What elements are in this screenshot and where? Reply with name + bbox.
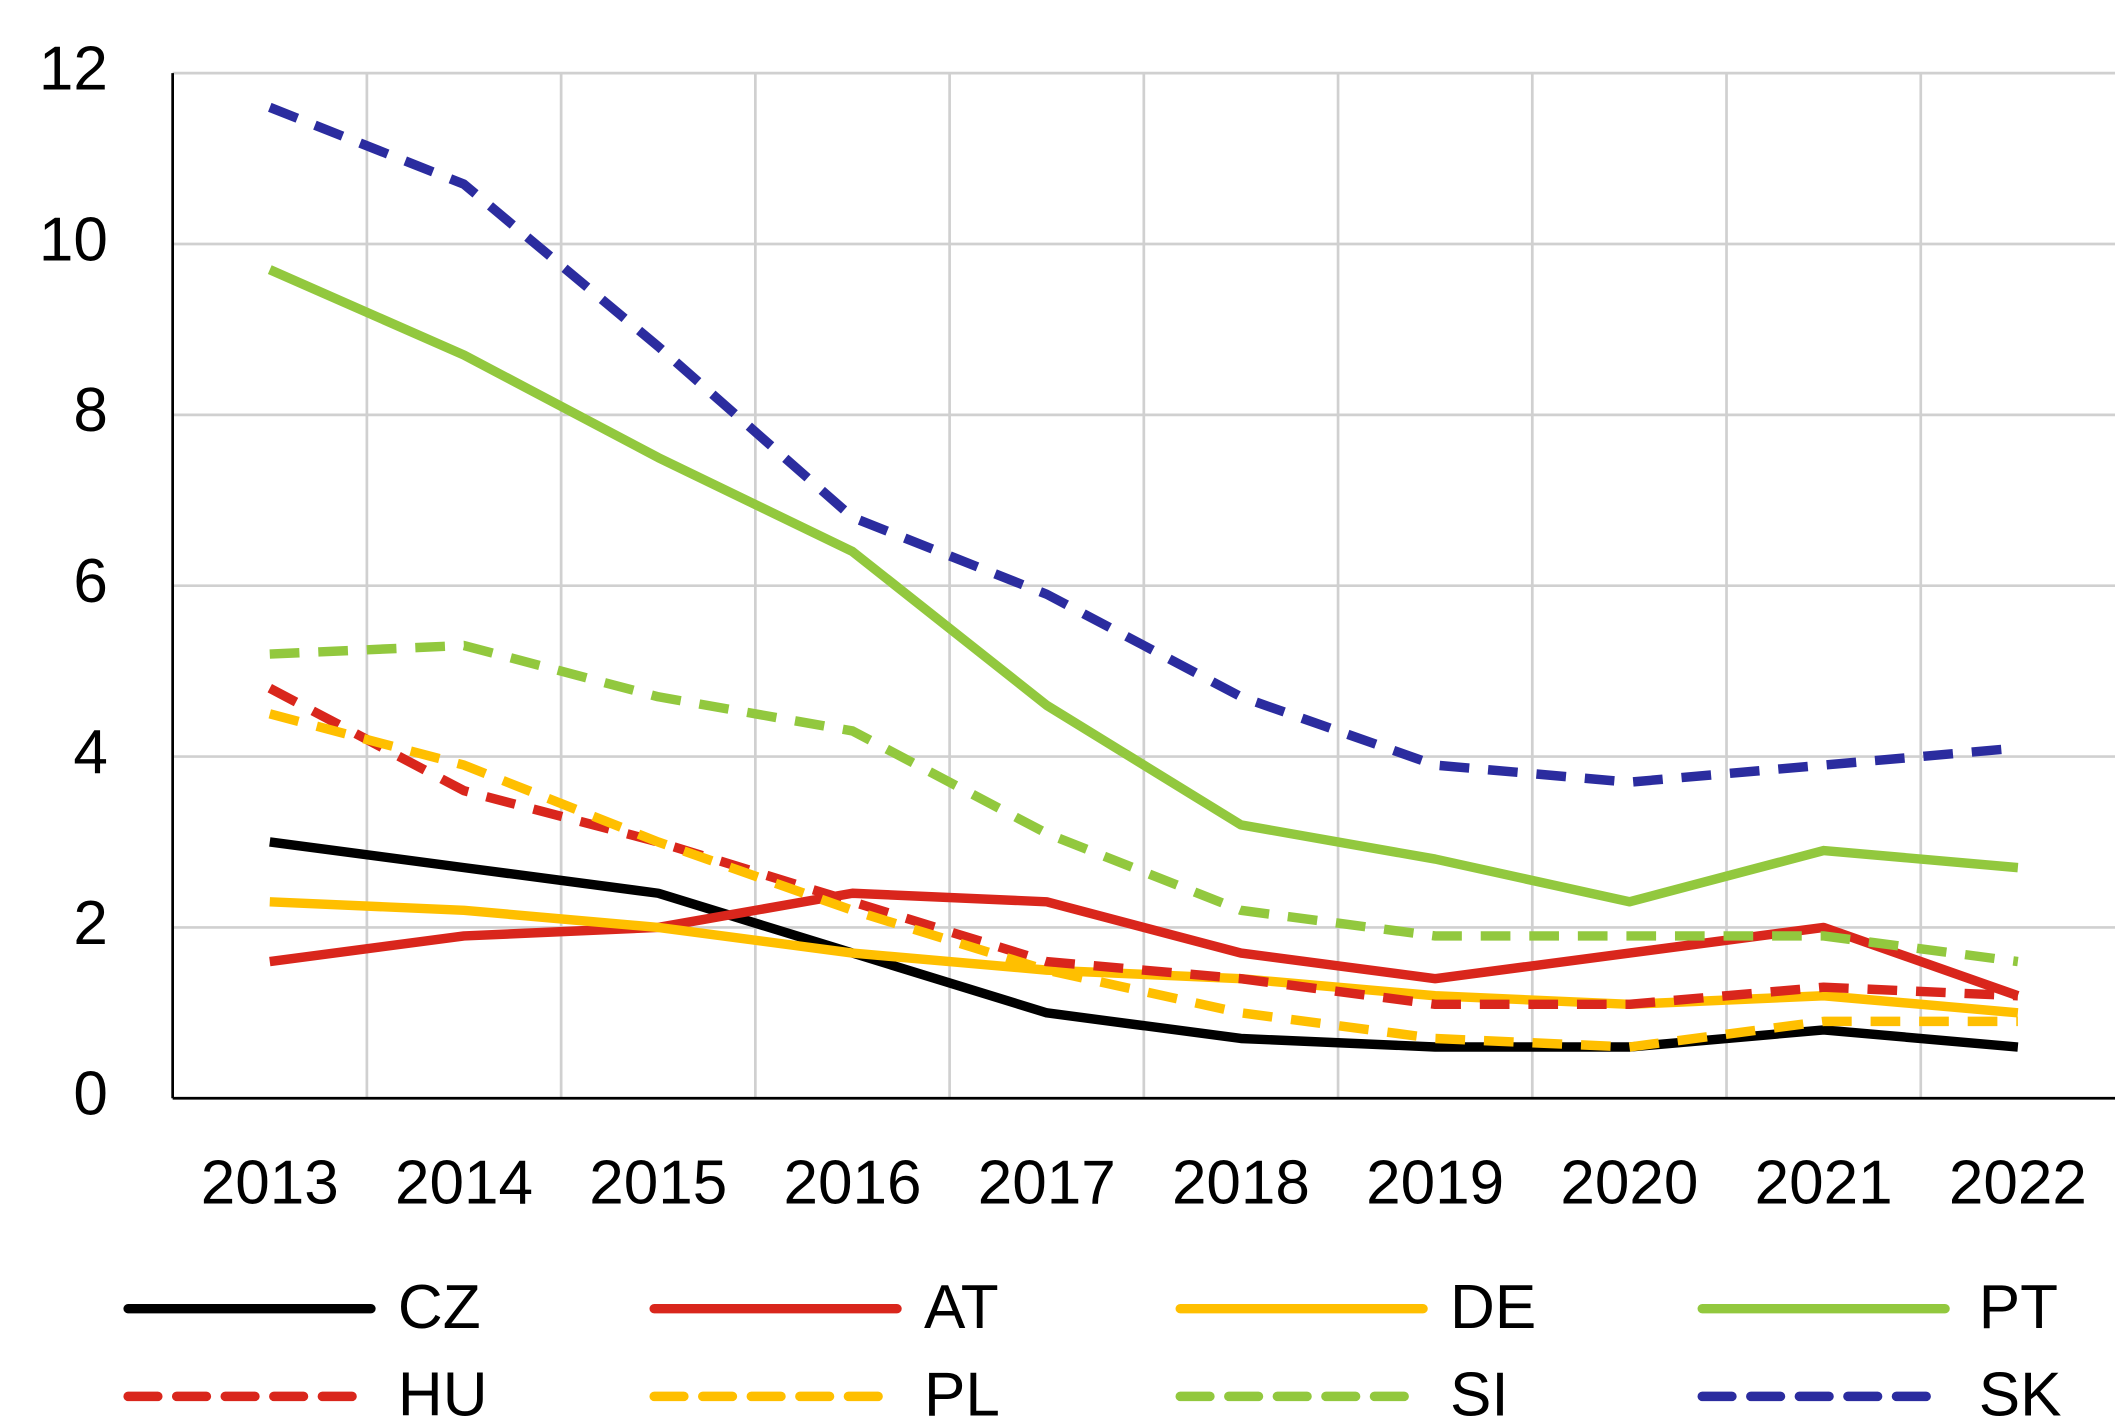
y-tick-label: 0 bbox=[73, 1060, 108, 1129]
x-tick-label: 2018 bbox=[1172, 1149, 1310, 1218]
x-tick-label: 2020 bbox=[1560, 1149, 1698, 1218]
legend-label: HU bbox=[398, 1360, 488, 1425]
legend-label: AT bbox=[924, 1273, 999, 1342]
x-tick-label: 2015 bbox=[589, 1149, 727, 1218]
y-tick-label: 6 bbox=[73, 547, 108, 616]
x-tick-label: 2019 bbox=[1366, 1149, 1504, 1218]
series-line bbox=[268, 709, 2018, 1052]
y-tick-label: 2 bbox=[73, 889, 108, 958]
legend-label: CZ bbox=[398, 1273, 481, 1342]
y-tick-label: 10 bbox=[39, 205, 108, 274]
legend-label: SK bbox=[1979, 1360, 2062, 1425]
x-tick-label: 2021 bbox=[1755, 1149, 1893, 1218]
y-tick-label: 4 bbox=[73, 718, 108, 787]
series-line bbox=[267, 684, 2019, 1010]
legend-label: DE bbox=[1450, 1273, 1536, 1342]
legend-label: PT bbox=[1979, 1273, 2058, 1342]
x-tick-label: 2017 bbox=[978, 1149, 1116, 1218]
x-tick-label: 2014 bbox=[395, 1149, 533, 1218]
series-line bbox=[267, 265, 2019, 907]
series-line bbox=[268, 102, 2019, 787]
series-line bbox=[269, 640, 2019, 967]
x-tick-label: 2013 bbox=[201, 1149, 339, 1218]
y-tick-label: 8 bbox=[73, 376, 108, 445]
legend-label: PL bbox=[924, 1360, 1000, 1425]
y-tick-label: 12 bbox=[39, 35, 108, 104]
legend-label: SI bbox=[1450, 1360, 1509, 1425]
x-tick-label: 2022 bbox=[1949, 1149, 2087, 1218]
x-tick-label: 2016 bbox=[783, 1149, 921, 1218]
